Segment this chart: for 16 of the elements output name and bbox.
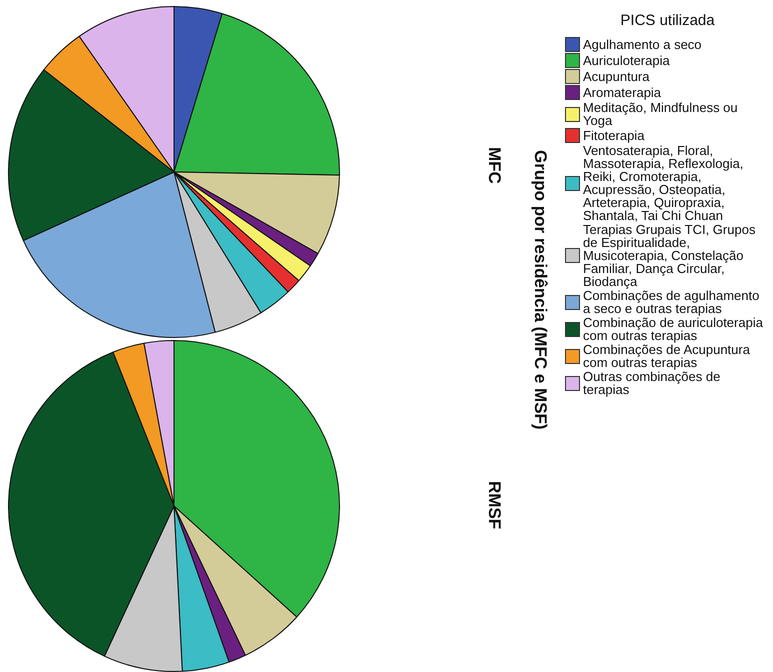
- legend-label: Auriculoterapia: [583, 53, 670, 68]
- slice-label: MFC: [484, 147, 504, 184]
- legend-title: PICS utilizada: [619, 12, 716, 29]
- legend-label: Agulhamento a seco: [583, 37, 702, 52]
- legend-label: Combinações de Acupuntura com outras terapias: [583, 342, 751, 370]
- legend-label: Outras combinações de terapias: [583, 369, 722, 397]
- legend-label: Acupuntura: [583, 69, 650, 84]
- legend-label: Fitoterapia: [583, 128, 644, 143]
- legend-label: Combinação de auriculoterapia com outras terapias: [583, 315, 764, 343]
- legend-label: Combinações de agulhamento a seco e outras terapias: [583, 288, 760, 316]
- legend-label: Meditação, Mindfulness ou Yoga: [583, 100, 739, 128]
- slice-label: RMSF: [484, 481, 504, 530]
- text: Grupo por residência (MFC e MSF): [530, 150, 550, 430]
- legend-label: Terapias Grupais TCI, Grupos de Espiritualidade, Musicoterapia, Constelação Familiar, Dança Circular, Biodança: [583, 222, 756, 289]
- legend-label: Aromaterapia: [583, 85, 662, 100]
- legend-label: Ventosaterapia, Floral, Massoterapia, Reflexologia, Reiki, Cromoterapia, Acupressão, Osteopatia, Arteterapia, Quiropraxia, Shantala, Tai Chi Chuan: [583, 143, 744, 223]
